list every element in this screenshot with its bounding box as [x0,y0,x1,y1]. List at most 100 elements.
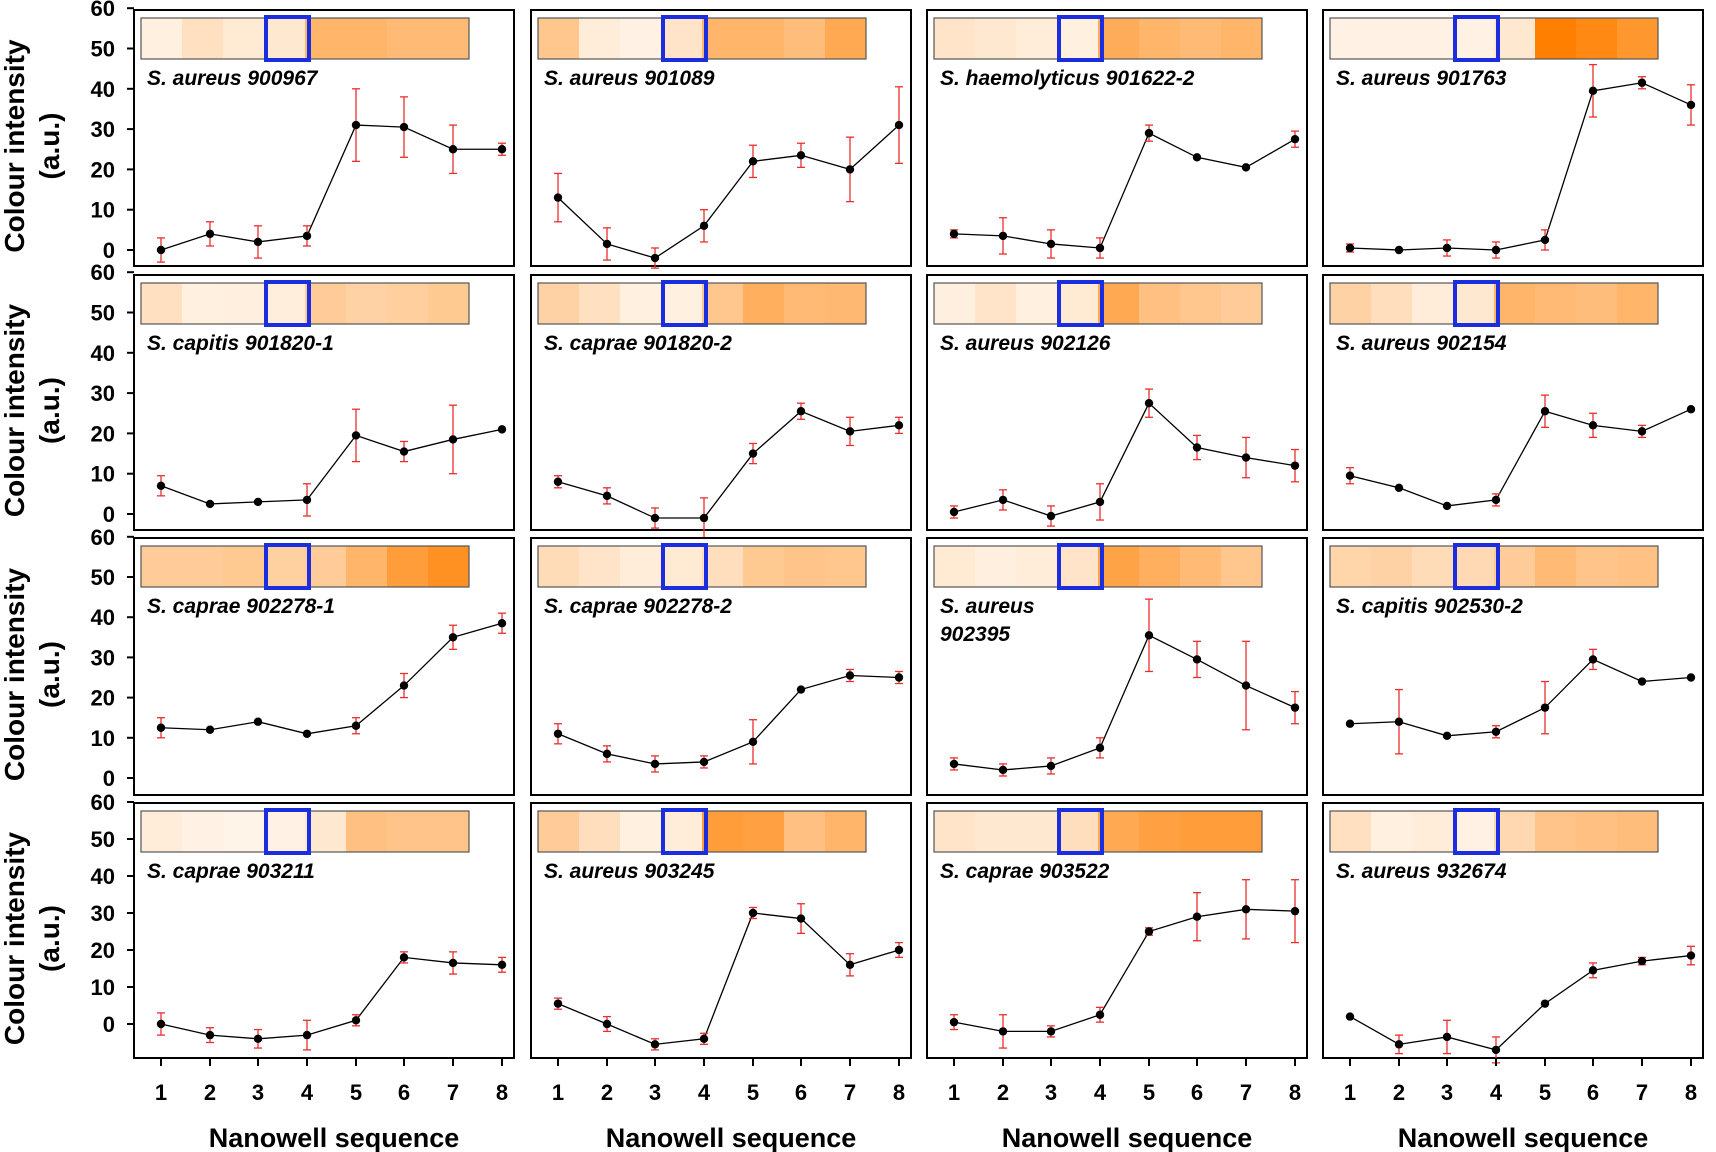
data-point [399,953,409,962]
highlight-box [264,808,311,855]
strip-cell-5 [305,18,347,59]
data-point [1637,677,1647,686]
data-point [253,497,263,507]
strip-cell-5 [1098,283,1140,324]
data-point [156,723,166,732]
strip-cell-8 [1617,546,1659,587]
data-point [1290,134,1300,144]
data-point [351,120,361,130]
data-point [1046,761,1056,771]
strip-cell-1 [934,283,976,324]
strip-cell-1 [538,18,580,59]
data-point [205,725,215,734]
strain-label: S. haemolyticus 901622-2 [940,67,1195,90]
strip-cell-6 [346,18,388,59]
data-point [650,1040,660,1049]
strip-cell-7 [1180,283,1222,324]
strip-cell-1 [141,283,183,324]
x-tick-label: 6 [1191,1080,1203,1105]
strain-label: S. aureus 901763 [1336,67,1507,90]
strip-cell-7 [1576,546,1618,587]
strip-cell-7 [1576,18,1618,59]
series-line [953,132,1296,249]
y-axis-title: Colour intensity (a.u.) [0,304,65,518]
data-point [1241,163,1251,172]
y-tick-label: 40 [91,341,115,366]
strain-label: S. capitis 902530-2 [1336,595,1523,618]
strip-cell-8 [825,546,867,587]
data-point [796,914,806,923]
data-point [1588,966,1598,975]
strip-cell-8 [428,811,470,852]
x-tick-label: 8 [893,1080,905,1105]
panel-5: S. capitis 901820-1 [133,274,515,531]
highlight-box [1057,15,1104,62]
strip-cell-3 [1016,18,1058,59]
y-tick-label: 10 [91,726,115,751]
data-point [302,1030,312,1040]
strip-cell-2 [182,811,224,852]
panel-15: S. caprae 903522 [926,802,1308,1059]
strain-label: S. aureus 902154 [1336,332,1507,355]
strip-cell-7 [1180,18,1222,59]
data-point [796,685,806,694]
strip-cell-3 [620,18,662,59]
data-point [650,759,660,769]
panel-4: S. aureus 901763 [1322,9,1704,267]
data-point [1290,461,1300,470]
data-point [998,1027,1008,1036]
data-point [748,157,758,166]
strip-cell-2 [975,283,1017,324]
y-title-line2: (a.u.) [34,905,65,972]
strip-cell-5 [1098,18,1140,59]
y-title-line1: Colour intensity [0,832,30,1046]
data-point [1442,243,1452,253]
data-point [1192,153,1202,162]
panel-8: S. aureus 902154 [1322,274,1704,531]
strip-cell-4 [1057,546,1099,587]
data-point [1241,681,1251,690]
strip-cell-1 [1330,811,1372,852]
data-point [602,239,612,249]
strip-cell-3 [1412,811,1454,852]
highlight-box [661,280,708,327]
strip-cell-7 [387,811,429,852]
strip-cell-8 [825,283,867,324]
x-tick-label: 4 [698,1080,711,1105]
x-tick-label: 5 [350,1080,362,1105]
data-point [1345,471,1355,480]
strip-cell-4 [661,811,703,852]
series-line [953,908,1296,1033]
y-tick-label: 20 [91,686,115,711]
data-point [253,1034,263,1044]
strip-cell-1 [538,811,580,852]
data-point [1686,405,1696,414]
series-line [557,912,900,1046]
data-point [845,165,855,174]
data-point [949,759,959,769]
data-point [553,477,563,486]
data-point [1540,407,1550,416]
y-axis-row-4: 0 10 20 30 40 50 60 Colour intensity (a.u.) [0,790,134,1045]
data-point [998,231,1008,241]
data-point [650,253,660,263]
strip-cell-5 [702,811,744,852]
x-tick-label: 5 [747,1080,759,1105]
strip-cell-6 [346,811,388,852]
highlight-box [1453,808,1500,855]
data-point [748,449,758,458]
series-line [1349,82,1692,251]
strip-cell-4 [1453,283,1495,324]
strip-cell-1 [934,18,976,59]
data-point [1540,235,1550,245]
data-point [1241,905,1251,914]
strip-cell-1 [538,283,580,324]
strip-cell-7 [387,283,429,324]
data-point [949,229,959,239]
y-axis-row-3: 0 10 20 30 40 50 60 Colour intensity (a.u.) [0,525,134,791]
data-point [1241,453,1251,462]
data-point [205,1030,215,1040]
strip-cell-8 [1617,283,1659,324]
strain-label: S. caprae 902278-2 [544,595,732,618]
data-point [1491,245,1501,255]
